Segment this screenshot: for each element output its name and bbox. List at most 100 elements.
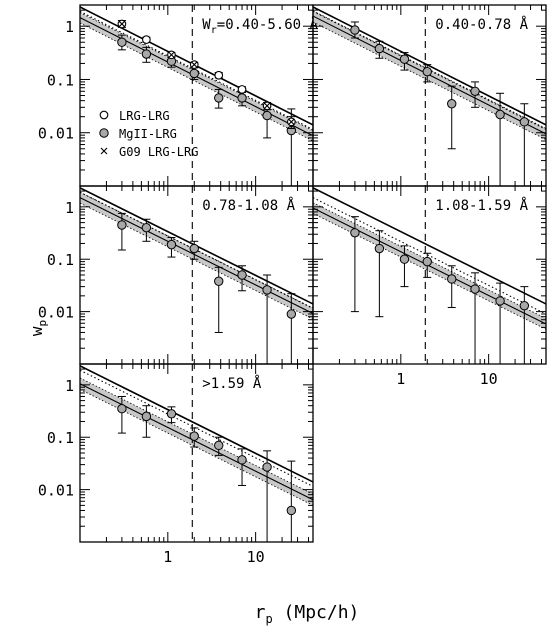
lrg-fit-line [313, 187, 546, 305]
x-tick-label: 1 [163, 548, 172, 566]
mgii-point [117, 220, 127, 230]
lrg-point [237, 85, 247, 94]
mgii-fit-line [80, 197, 313, 315]
x-tick-label: 10 [480, 370, 498, 388]
y-tick-label: 0.1 [47, 429, 74, 447]
mgii-point [237, 93, 247, 103]
legend-marker-filled-circle [99, 128, 109, 138]
y-tick-label: 1 [65, 377, 74, 395]
x-tick-label: 10 [247, 548, 265, 566]
mgii-point [214, 276, 224, 286]
x-axis-label-sub: p [265, 612, 272, 626]
panel-plot-area [80, 364, 313, 542]
panel-plot-area [80, 5, 313, 186]
legend-marker-open-circle [99, 110, 109, 120]
panel-plot-area [313, 186, 546, 364]
panel-label: >1.59 Å [202, 375, 262, 392]
lrg-fit-line [80, 365, 313, 483]
g09-fit-line [80, 369, 313, 487]
mgii-point [141, 222, 152, 233]
panel-label-range: =0.40-5.60 Å [217, 16, 319, 33]
x-axis-label: rp (Mpc/h) [255, 602, 360, 626]
legend: LRG-LRG MgII-LRG G09 LRG-LRG [99, 109, 198, 159]
panel-plot-area [80, 186, 313, 364]
panel-label: 0.40-0.78 Å [435, 16, 528, 33]
band-lower-edge [313, 21, 546, 141]
mgii-point [447, 99, 457, 109]
panels-layer: 1 0.1 0.01 Wr=0.40-5.60 Å LRG-LRG MgII-LRG G09… [38, 5, 546, 566]
band-lower-edge [80, 202, 313, 320]
lrg-point [214, 70, 224, 80]
x-axis-label-main: r [255, 602, 266, 623]
x-axis-label-unit: (Mpc/h) [273, 602, 360, 623]
y-tick-label: 0.01 [38, 482, 74, 500]
mgii-point [166, 239, 177, 250]
panel-3: 1 0.1 0.01 0.78-1.08 Å [38, 186, 313, 365]
mgii-point [519, 300, 530, 311]
mgii-point [286, 309, 297, 319]
mgii-point [495, 296, 505, 306]
g09-point [168, 51, 175, 59]
panel-2: 0.40-0.78 Å [312, 5, 546, 187]
mgii-point [399, 254, 410, 264]
legend-label: LRG-LRG [119, 109, 170, 123]
y-tick-label: 0.01 [38, 304, 74, 322]
y-axis-label-sub: p [36, 320, 49, 327]
mgii-point [470, 86, 480, 96]
mgii-point [189, 68, 199, 79]
mgii-point [214, 440, 224, 451]
mgii-point [447, 274, 457, 284]
mgii-point [374, 43, 385, 54]
band-lower-edge [80, 22, 313, 142]
panel-label: 0.78-1.08 Å [202, 197, 295, 214]
mgii-fit-line [313, 207, 546, 325]
mgii-point [117, 404, 127, 414]
g09-point [288, 118, 295, 126]
g09-point [263, 102, 271, 110]
panel-frame [79, 363, 314, 543]
mgii-point [189, 431, 199, 441]
mgii-point [470, 284, 480, 294]
mgii-point [350, 228, 360, 238]
mgii-point [141, 411, 152, 422]
lrg-point [142, 35, 151, 44]
y-axis-label-main: w [27, 326, 46, 336]
band-lower-edge [313, 213, 546, 330]
mgii-point [262, 110, 272, 121]
mgii-point [237, 455, 247, 465]
panel-label: 1.08-1.59 Å [435, 197, 528, 214]
frames-layer [79, 4, 547, 543]
panel-label-prefix: W [202, 17, 211, 33]
y-tick-label: 1 [65, 199, 74, 217]
g09-fit-line [80, 191, 313, 309]
panel-5: 1 0.1 0.01 1 10 >1.59 Å [38, 364, 313, 566]
y-axis-label: wp [27, 320, 49, 336]
legend-marker-cross [100, 147, 108, 155]
mgii-point [117, 37, 127, 47]
mgii-point [286, 505, 297, 516]
panel-ticks [79, 364, 313, 543]
panel-1: 1 0.1 0.01 Wr=0.40-5.60 Å LRG-LRG MgII-LRG G09… [38, 5, 318, 187]
mgii-point [519, 117, 530, 127]
legend-label: MgII-LRG [119, 127, 177, 141]
mgii-point [262, 285, 272, 295]
panel-plot-area [313, 5, 546, 186]
legend-label: G09 LRG-LRG [119, 145, 198, 159]
mgii-point [262, 462, 272, 472]
y-tick-label: 0.01 [38, 125, 74, 143]
y-tick-label: 0.1 [47, 71, 74, 89]
g09-point [118, 20, 126, 28]
panel-4: 1 10 1.08-1.59 Å [312, 186, 546, 388]
mgii-point [422, 66, 432, 77]
panel-label: Wr=0.40-5.60 Å [202, 16, 318, 36]
panel-frame [312, 185, 547, 365]
mgii-point [189, 243, 199, 254]
mgii-point [422, 256, 432, 267]
panel-ticks [312, 5, 546, 187]
mgii-point [495, 109, 505, 120]
g09-fit-line [313, 197, 546, 315]
y-tick-label: 1 [65, 18, 74, 36]
mgii-point [237, 270, 247, 280]
mgii-point [374, 243, 385, 254]
g09-point [191, 61, 198, 68]
